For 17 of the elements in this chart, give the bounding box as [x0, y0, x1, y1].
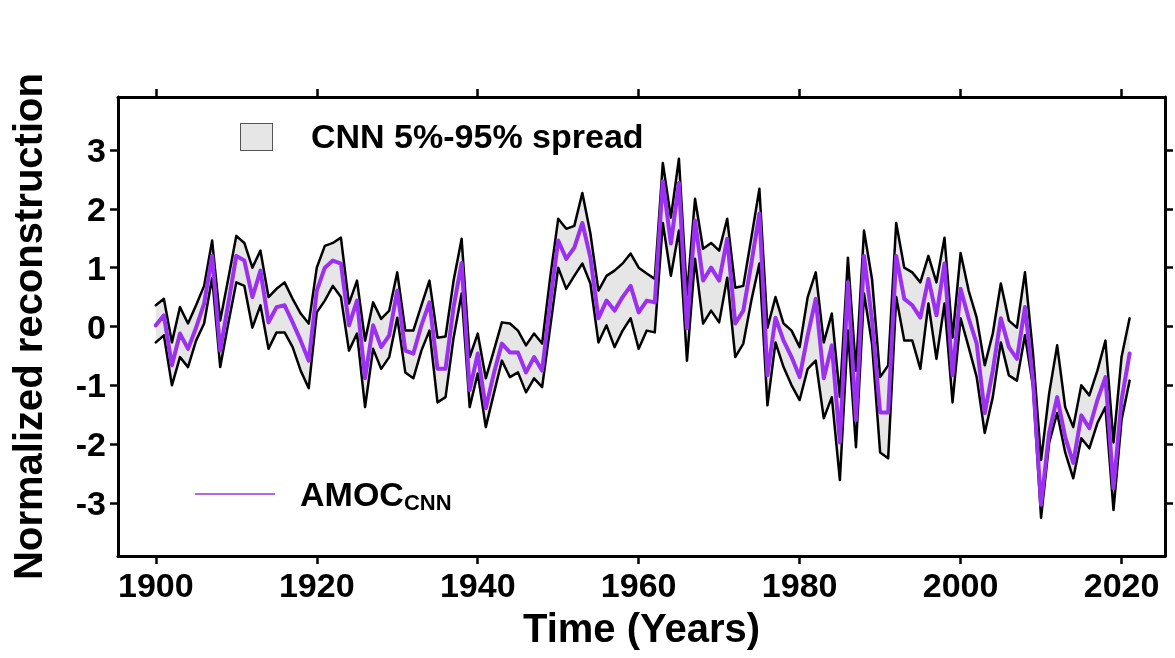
x-tick-label: 1980: [761, 566, 838, 604]
y-tick-label: 0: [87, 307, 106, 346]
y-axis-title: Normalized reconstruction: [6, 73, 50, 580]
y-tick-label: 3: [87, 130, 106, 169]
x-tick-label: 1920: [278, 566, 355, 604]
x-tick-label: 1960: [600, 566, 677, 604]
y-tick-label: -3: [75, 484, 106, 523]
x-axis-title: Time (Years): [522, 606, 761, 650]
y-tick-label: 1: [87, 248, 106, 287]
annotation: CNN 5%-95% spread: [311, 117, 644, 156]
x-tick-label: 2000: [922, 566, 999, 604]
y-tick-label: 2: [87, 189, 106, 228]
x-tick-label: 2020: [1083, 566, 1160, 604]
y-tick-label: -1: [75, 366, 106, 405]
x-tick-label: 1940: [439, 566, 516, 604]
y-tick-label: -2: [75, 425, 106, 464]
x-tick-label: 1900: [118, 566, 194, 604]
